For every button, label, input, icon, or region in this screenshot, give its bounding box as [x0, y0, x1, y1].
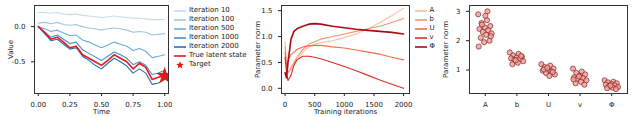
html-text:U: U [429, 24, 435, 32]
html-text:Iteration 10: Iteration 10 [189, 6, 230, 14]
svg-text:3: 3 [456, 8, 460, 16]
svg-text:0.50: 0.50 [93, 101, 110, 110]
html-text:A: A [429, 6, 435, 14]
svg-text:0.0: 0.0 [14, 23, 25, 31]
svg-text:0.25: 0.25 [62, 101, 78, 109]
html-text:Iteration 500: Iteration 500 [189, 24, 235, 32]
svg-text:Parameter norm: Parameter norm [443, 21, 451, 78]
svg-text:500: 500 [307, 101, 321, 110]
html-text:True latent state: True latent state [189, 51, 247, 59]
svg-text:0.00: 0.00 [30, 101, 46, 109]
svg-text:-0.5: -0.5 [11, 58, 26, 67]
svg-text:Φ: Φ [609, 101, 615, 109]
svg-text:2: 2 [456, 37, 460, 45]
svg-text:0.0: 0.0 [261, 85, 272, 93]
svg-text:Training iterations: Training iterations [312, 108, 376, 116]
svg-text:0.75: 0.75 [125, 101, 141, 109]
svg-text:Parameter norm: Parameter norm [254, 21, 262, 78]
svg-text:b: b [515, 101, 520, 109]
svg-text:1.00: 1.00 [157, 101, 172, 109]
svg-text:1000: 1000 [334, 101, 353, 110]
svg-text:1.0: 1.0 [261, 33, 272, 41]
svg-text:1: 1 [456, 66, 460, 74]
html-text:v: v [429, 33, 434, 41]
svg-text:2000: 2000 [394, 101, 412, 109]
svg-text:Time: Time [92, 108, 110, 116]
html-text:b: b [429, 15, 434, 23]
html-text:Target: Target [189, 60, 211, 68]
html-text:Iteration 2000: Iteration 2000 [189, 42, 239, 50]
html-text:Iteration 100: Iteration 100 [189, 15, 235, 23]
html-text:Φ: Φ [429, 42, 435, 50]
html-text:Iteration 1000: Iteration 1000 [189, 33, 239, 41]
svg-text:0.5: 0.5 [261, 59, 272, 67]
svg-text:Value: Value [7, 40, 15, 59]
svg-text:1500: 1500 [364, 101, 383, 110]
svg-text:A: A [483, 101, 488, 109]
svg-text:1.5: 1.5 [261, 7, 272, 15]
svg-text:0: 0 [282, 101, 286, 109]
svg-text:v: v [578, 101, 582, 109]
svg-text:U: U [546, 101, 551, 109]
